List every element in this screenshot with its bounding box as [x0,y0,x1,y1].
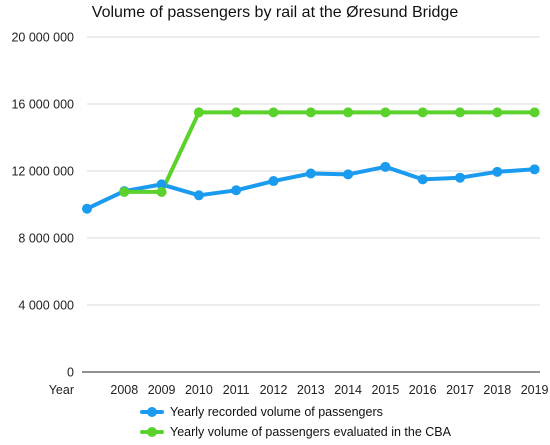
data-point-1 [380,107,391,118]
data-point-0 [305,168,316,179]
legend-swatch-cba [140,427,164,437]
data-point-0 [82,203,92,214]
chart-title: Volume of passengers by rail at the Øres… [91,4,459,21]
legend-item-recorded: Yearly recorded volume of passengers [140,402,451,422]
data-point-0 [417,174,428,185]
x-tick-label: 2019 [521,383,549,397]
x-tick-label: 2018 [483,383,511,397]
data-point-1 [193,107,204,118]
y-tick-label: 16 000 000 [11,98,74,112]
data-point-0 [529,164,540,175]
data-point-1 [455,107,465,118]
data-point-0 [231,185,242,196]
x-tick-label: 2013 [297,383,325,397]
x-tick-label: 2009 [148,383,176,397]
x-tick-label: 2012 [260,383,288,397]
legend: Yearly recorded volume of passengers Yea… [140,402,451,442]
data-point-1 [119,186,130,197]
data-point-1 [268,107,279,118]
y-tick-label: 8 000 000 [18,232,74,246]
x-tick-label: 2014 [334,383,362,397]
data-point-1 [492,107,503,118]
y-tick-labels: 0 4 000 000 8 000 000 12 000 000 16 000 000 2… [11,31,74,380]
data-point-1 [529,107,540,118]
series-line-1 [122,110,537,194]
y-tick-label: 4 000 000 [18,299,74,313]
data-point-0 [343,169,354,180]
data-point-0 [380,161,391,172]
x-tick-label: Year [49,383,74,397]
data-point-0 [492,166,503,177]
y-tick-label: 20 000 000 [11,31,74,45]
series-points [82,107,540,214]
data-point-1 [231,107,242,118]
legend-label-recorded: Yearly recorded volume of passengers [170,405,383,419]
y-tick-label: 12 000 000 [11,165,74,179]
data-point-1 [417,107,428,118]
legend-label-cba: Yearly volume of passengers evaluated in… [170,425,451,439]
legend-item-cba: Yearly volume of passengers evaluated in… [140,422,451,442]
legend-swatch-recorded [140,407,164,417]
x-tick-labels: Year 2008 2009 2010 2011 2012 2013 2014 2015 2016… [49,383,549,397]
data-point-1 [156,186,167,197]
data-point-0 [193,190,204,201]
data-point-1 [305,107,316,118]
series-lines [85,110,537,211]
x-tick-label: 2017 [446,383,474,397]
data-point-1 [343,107,354,118]
x-tick-label: 2015 [371,383,399,397]
x-tick-label: 2016 [409,383,437,397]
data-point-0 [156,179,167,190]
y-tick-label: 0 [67,366,74,380]
x-tick-label: 2010 [185,383,213,397]
x-tick-label: 2008 [110,383,138,397]
data-point-0 [268,176,279,187]
data-point-0 [455,172,465,183]
x-tick-label: 2011 [223,383,250,397]
